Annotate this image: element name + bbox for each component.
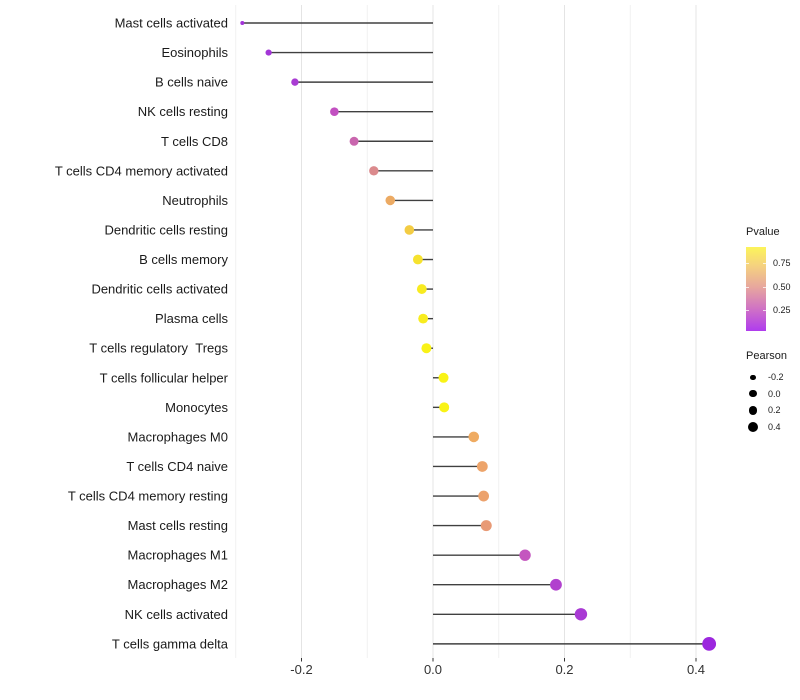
x-axis-tick-label: -0.2 (290, 662, 312, 677)
data-point (265, 49, 272, 56)
pvalue-tick-025: 0.25 (773, 305, 791, 315)
data-point (412, 254, 423, 265)
data-point (240, 21, 245, 25)
data-point (349, 136, 359, 146)
pvalue-tick-075: 0.75 (773, 258, 791, 268)
pearson-legend-label: 0.4 (768, 421, 781, 432)
data-point (385, 195, 396, 206)
pvalue-legend-title: Pvalue (746, 226, 780, 238)
category-label: Monocytes (165, 400, 228, 415)
pearson-legend-label: 0.0 (768, 388, 781, 399)
category-label: Mast cells resting (128, 518, 228, 533)
category-label: NK cells resting (138, 104, 228, 119)
pearson-legend-label: -0.2 (768, 372, 784, 383)
pearson-legend-item: -0.2 (746, 369, 800, 386)
pearson-dot-wrap (746, 421, 760, 432)
pearson-legend-item: 0.4 (746, 419, 800, 436)
pearson-legend-dot (750, 374, 756, 380)
category-label: Dendritic cells activated (91, 282, 228, 297)
category-label: T cells gamma delta (112, 636, 229, 651)
pvalue-gradient-bar (746, 247, 766, 331)
gradient-tick-mark (763, 263, 766, 264)
pearson-legend: Pearson -0.2 0.0 0.2 0.4 (746, 350, 800, 435)
pearson-legend-dot (748, 421, 758, 432)
data-point (369, 166, 379, 176)
gradient-tick-mark (746, 263, 749, 264)
data-point (574, 608, 588, 621)
data-point (480, 520, 492, 532)
gradient-tick-mark (763, 287, 766, 288)
data-point (550, 578, 562, 591)
category-label: B cells naive (155, 75, 228, 90)
category-label: T cells CD4 memory activated (55, 163, 228, 178)
data-point (519, 549, 531, 561)
data-point (439, 402, 450, 413)
data-point (418, 313, 429, 324)
data-point (421, 343, 432, 354)
data-point (438, 372, 449, 383)
category-label: Macrophages M1 (128, 548, 228, 563)
category-label: T cells regulatory Tregs (89, 341, 228, 356)
category-label: Dendritic cells resting (104, 222, 228, 237)
x-axis-tick-label: 0.0 (424, 662, 442, 677)
category-label: Macrophages M2 (128, 577, 228, 592)
pvalue-tick-050: 0.50 (773, 282, 791, 292)
pearson-dot-wrap (746, 374, 760, 380)
pearson-dot-wrap (746, 390, 760, 398)
gradient-tick-mark (763, 310, 766, 311)
category-label: T cells CD4 memory resting (68, 489, 228, 504)
pearson-legend-item: 0.0 (746, 386, 800, 403)
category-label: T cells follicular helper (100, 370, 229, 385)
gradient-tick-mark (746, 310, 749, 311)
pvalue-gradient-wrap: 0.75 0.50 0.25 (746, 247, 791, 331)
data-point (330, 107, 339, 116)
pearson-legend-item: 0.2 (746, 402, 800, 419)
pearson-legend-dot (748, 405, 758, 415)
category-label: Eosinophils (162, 45, 229, 60)
pearson-legend-dot (749, 390, 757, 398)
data-point (478, 490, 490, 502)
pearson-legend-title: Pearson (746, 350, 787, 362)
category-label: Neutrophils (162, 193, 228, 208)
x-axis-tick-label: 0.2 (555, 662, 573, 677)
pearson-legend-label: 0.2 (768, 405, 781, 416)
category-label: NK cells activated (125, 607, 228, 622)
category-label: T cells CD8 (161, 134, 228, 149)
data-point (468, 431, 480, 443)
category-label: Macrophages M0 (128, 429, 228, 444)
pvalue-legend: Pvalue 0.75 0.50 0.25 (746, 226, 800, 331)
category-label: T cells CD4 naive (126, 459, 228, 474)
category-label: Mast cells activated (115, 16, 228, 31)
pearson-dot-wrap (746, 405, 760, 415)
data-point (702, 636, 717, 651)
data-point (291, 78, 299, 86)
data-point (476, 461, 488, 472)
category-label: Plasma cells (155, 311, 228, 326)
data-point (404, 225, 415, 235)
x-axis-tick-label: 0.4 (687, 662, 705, 677)
category-label: B cells memory (139, 252, 228, 267)
gradient-tick-mark (746, 287, 749, 288)
pearson-legend-items: -0.2 0.0 0.2 0.4 (746, 369, 800, 435)
data-point (416, 284, 427, 294)
